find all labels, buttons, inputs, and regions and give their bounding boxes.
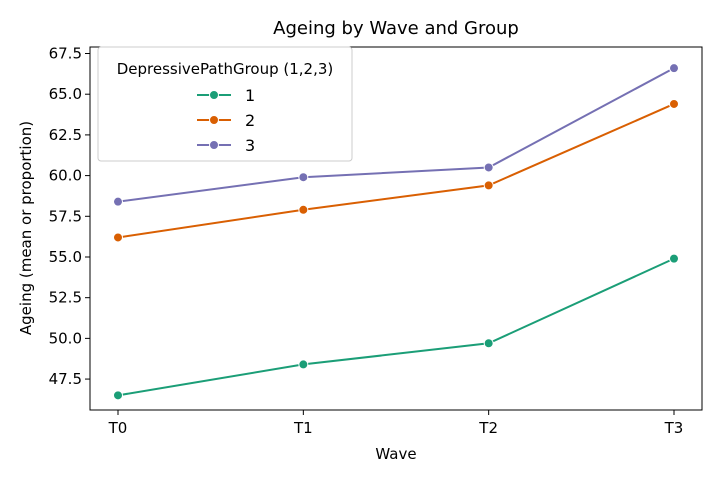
data-point-3 [483, 162, 494, 173]
legend-title: DepressivePathGroup (1,2,3) [117, 60, 334, 78]
y-tick-label: 50.0 [49, 329, 82, 347]
legend-marker-3 [209, 140, 219, 150]
legend-box [97, 46, 353, 162]
chart-title: Ageing by Wave and Group [273, 18, 519, 39]
plot-area [89, 46, 703, 411]
data-point-3 [669, 63, 679, 74]
x-tick-label: T0 [108, 419, 128, 437]
legend-label-2: 2 [245, 111, 255, 130]
x-axis-label: Wave [375, 445, 416, 463]
x-tick-label: T1 [293, 419, 313, 437]
legend-marker-1 [209, 90, 219, 100]
legend-marker-2 [209, 115, 219, 125]
data-point-1 [483, 338, 494, 349]
y-tick-label: 55.0 [49, 248, 82, 266]
x-tick-label: T2 [478, 419, 498, 437]
legend-label-1: 1 [245, 86, 255, 105]
series-line-3 [117, 67, 675, 203]
y-tick-label: 60.0 [49, 167, 82, 185]
data-point-2 [298, 204, 309, 215]
series-line-1 [117, 257, 675, 397]
legend-entries: 1 2 3 [197, 86, 255, 155]
data-point-2 [113, 232, 123, 243]
data-point-1 [298, 359, 309, 370]
legend: DepressivePathGroup (1,2,3) 1 2 3 [97, 46, 353, 162]
x-tick-label: T3 [664, 419, 684, 437]
y-axis-label: Ageing (mean or proportion) [17, 121, 35, 335]
y-tick-label: 52.5 [49, 289, 82, 307]
data-point-2 [483, 180, 494, 191]
y-tick-label: 57.5 [49, 207, 82, 225]
x-axis: T0 T1 T2 T3 [108, 410, 684, 437]
y-tick-label: 47.5 [49, 370, 82, 388]
data-point-3 [113, 196, 123, 207]
plot-frame [89, 46, 703, 411]
legend-label-3: 3 [245, 136, 255, 155]
data-point-1 [669, 253, 679, 264]
data-point-2 [669, 98, 679, 109]
data-point-3 [298, 172, 309, 183]
y-tick-label: 65.0 [49, 85, 82, 103]
y-axis: 47.5 50.0 52.5 55.0 57.5 60.0 62.5 65.0 67.5 [49, 45, 90, 388]
y-tick-label: 67.5 [49, 45, 82, 63]
data-point-1 [113, 390, 123, 401]
series-line-2 [117, 103, 675, 239]
y-tick-label: 62.5 [49, 126, 82, 144]
